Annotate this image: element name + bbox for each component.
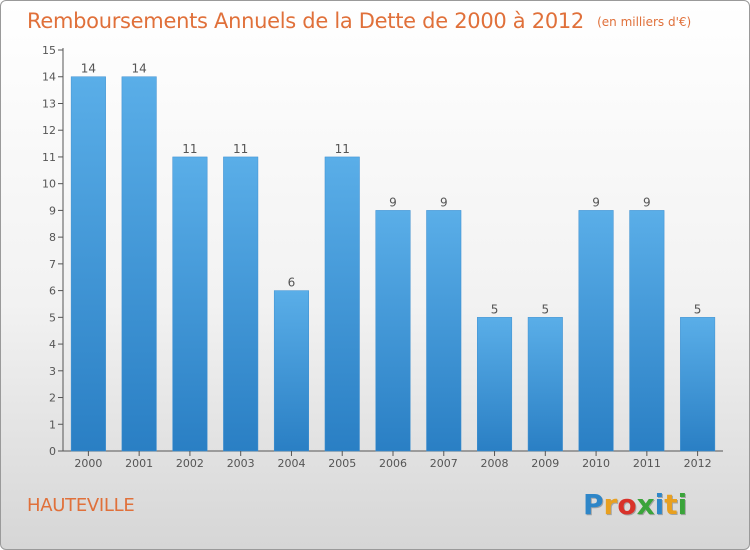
logo-letter: x [636, 488, 655, 521]
proxiti-logo: Proxiti [583, 488, 687, 528]
x-tick-label: 2012 [684, 457, 712, 470]
logo-letter: r [603, 488, 618, 521]
bar [680, 317, 716, 452]
x-tick-label: 2010 [582, 457, 610, 470]
bar [324, 156, 360, 452]
y-tick-label: 7 [49, 258, 56, 271]
bar [223, 156, 259, 452]
data-label: 5 [694, 302, 702, 316]
unit-note: (en milliers d'€) [597, 15, 692, 29]
x-tick-label: 2009 [531, 457, 559, 470]
logo-letter: o [617, 488, 637, 521]
y-tick-label: 13 [42, 97, 56, 110]
data-label: 11 [335, 142, 350, 156]
data-label: 9 [592, 195, 600, 209]
y-tick-label: 9 [49, 204, 56, 217]
y-tick-label: 12 [42, 124, 56, 137]
data-label: 5 [491, 302, 499, 316]
data-label: 6 [288, 276, 296, 290]
x-tick-label: 2004 [277, 457, 305, 470]
logo-letter: i [677, 488, 688, 521]
x-tick-label: 2011 [633, 457, 661, 470]
x-tick-label: 2001 [125, 457, 153, 470]
title-block: Remboursements Annuels de la Dette de 20… [27, 9, 691, 33]
x-tick-label: 2008 [481, 457, 509, 470]
bar [477, 317, 513, 452]
chart-title: Remboursements Annuels de la Dette de 20… [27, 9, 584, 33]
x-tick-label: 2007 [430, 457, 458, 470]
y-tick-label: 15 [42, 44, 56, 57]
y-tick-label: 8 [49, 231, 56, 244]
data-label: 9 [440, 195, 448, 209]
y-tick-label: 3 [49, 365, 56, 378]
y-tick-label: 0 [49, 445, 56, 458]
y-tick-label: 5 [49, 311, 56, 324]
logo-letter: i [654, 488, 665, 521]
commune-name: HAUTEVILLE [27, 495, 135, 516]
bar [172, 156, 208, 452]
bar [121, 76, 157, 452]
bar [578, 210, 614, 452]
bar [629, 210, 665, 452]
x-tick-label: 2003 [227, 457, 255, 470]
bar [70, 76, 106, 452]
x-tick-label: 2000 [74, 457, 102, 470]
bar [527, 317, 563, 452]
data-label: 11 [233, 142, 248, 156]
logo-letter: P [583, 488, 604, 521]
bar [426, 210, 462, 452]
data-label: 9 [643, 195, 651, 209]
x-tick-label: 2002 [176, 457, 204, 470]
bar [273, 290, 309, 452]
data-label: 14 [132, 62, 147, 76]
data-label: 9 [389, 195, 397, 209]
data-label: 5 [541, 302, 549, 316]
logo-letter: t [664, 488, 678, 521]
y-tick-label: 10 [42, 178, 56, 191]
y-tick-label: 6 [49, 285, 56, 298]
x-tick-label: 2005 [328, 457, 356, 470]
y-tick-label: 2 [49, 392, 56, 405]
y-tick-label: 4 [49, 338, 56, 351]
bar [375, 210, 411, 452]
data-label: 14 [81, 62, 96, 76]
y-tick-label: 1 [49, 418, 56, 431]
y-tick-label: 11 [42, 151, 56, 164]
data-label: 11 [182, 142, 197, 156]
x-tick-label: 2006 [379, 457, 407, 470]
y-tick-label: 14 [42, 71, 56, 84]
